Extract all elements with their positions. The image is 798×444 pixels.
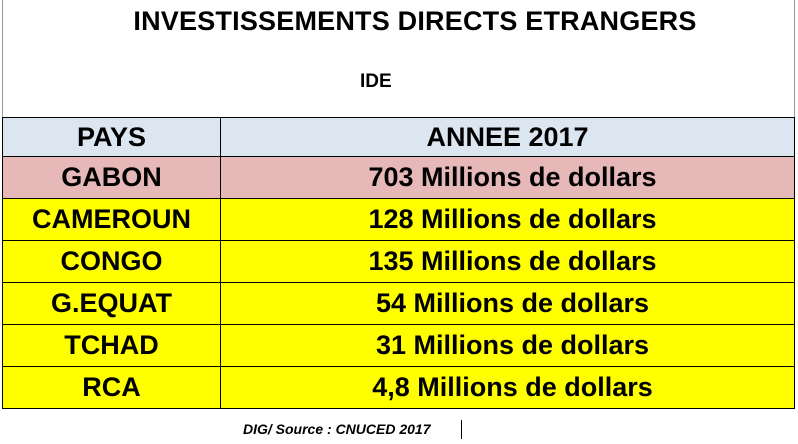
- cell-value: 4,8 Millions de dollars: [220, 366, 795, 409]
- cell-value: 54 Millions de dollars: [220, 282, 795, 325]
- header-country: PAYS: [2, 117, 221, 157]
- table-row: CAMEROUN 128 Millions de dollars: [2, 198, 795, 241]
- cell-country: CONGO: [2, 240, 221, 283]
- cell-country: CAMEROUN: [2, 198, 221, 241]
- cell-country: GABON: [2, 156, 221, 199]
- table-row: GABON 703 Millions de dollars: [2, 156, 795, 199]
- cell-value: 128 Millions de dollars: [220, 198, 795, 241]
- cell-country: RCA: [2, 366, 221, 409]
- fdi-table: PAYS ANNEE 2017 GABON 703 Millions de do…: [2, 117, 795, 409]
- cell-value: 31 Millions de dollars: [220, 324, 795, 367]
- sheet-border-right: [794, 0, 795, 118]
- source-note: DIG/ Source : CNUCED 2017: [243, 421, 431, 437]
- table-header-row: PAYS ANNEE 2017: [2, 117, 795, 157]
- table-row: TCHAD 31 Millions de dollars: [2, 324, 795, 367]
- sheet-border-left: [2, 0, 3, 118]
- table-row: G.EQUAT 54 Millions de dollars: [2, 282, 795, 325]
- cell-value: 135 Millions de dollars: [220, 240, 795, 283]
- cell-value: 703 Millions de dollars: [220, 156, 795, 199]
- cell-country: TCHAD: [2, 324, 221, 367]
- text-cursor: [461, 420, 462, 439]
- table-row: RCA 4,8 Millions de dollars: [2, 366, 795, 409]
- page-subtitle: IDE: [360, 71, 392, 92]
- table-row: CONGO 135 Millions de dollars: [2, 240, 795, 283]
- page-title: INVESTISSEMENTS DIRECTS ETRANGERS: [133, 6, 697, 36]
- header-year: ANNEE 2017: [220, 117, 795, 157]
- cell-country: G.EQUAT: [2, 282, 221, 325]
